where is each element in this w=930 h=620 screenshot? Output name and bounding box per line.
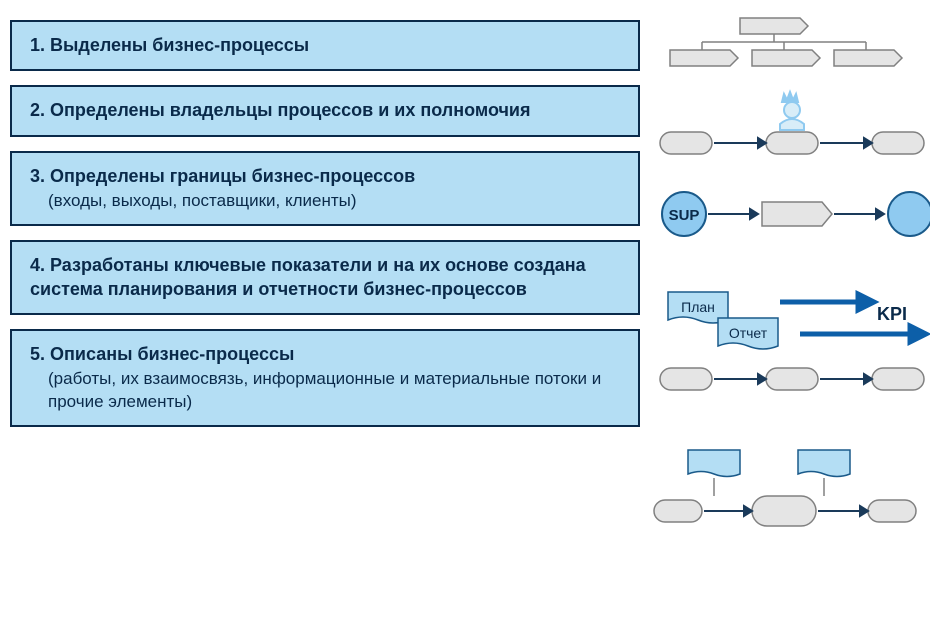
step-title: 4. Разработаны ключевые показатели и на …: [30, 254, 620, 301]
step-title: 1. Выделены бизнес-процессы: [30, 34, 620, 57]
step-box-3: 3. Определены границы бизнес-процессов (…: [10, 151, 640, 226]
step-title: 2. Определены владельцы процессов и их п…: [30, 99, 620, 122]
step-box-2: 2. Определены владельцы процессов и их п…: [10, 85, 640, 136]
step-number: 4.: [30, 255, 45, 275]
icons-column: SUP План Отчет: [640, 0, 930, 447]
plan-label: План: [681, 299, 715, 315]
step-box-5: 5. Описаны бизнес-процессы (работы, их в…: [10, 329, 640, 427]
sup-label: SUP: [669, 207, 700, 224]
step-subtitle: (входы, выходы, поставщики, клиенты): [30, 190, 620, 212]
step-number: 5.: [30, 344, 45, 364]
step-number: 2.: [30, 100, 45, 120]
step-number: 1.: [30, 35, 45, 55]
step-title: 5. Описаны бизнес-процессы: [30, 343, 620, 366]
step-text: Описаны бизнес-процессы: [50, 344, 294, 364]
step-text: Определены владельцы процессов и их полн…: [50, 100, 530, 120]
hierarchy-icon: [640, 14, 930, 74]
step-box-4: 4. Разработаны ключевые показатели и на …: [10, 240, 640, 315]
boundaries-icon: SUP: [640, 186, 930, 242]
step-subtitle: (работы, их взаимосвязь, информационные …: [30, 368, 620, 412]
kpi-icon: План Отчет KPI: [640, 286, 930, 396]
step-title: 3. Определены границы бизнес-процессов: [30, 165, 620, 188]
described-flow-icon: [640, 448, 930, 538]
steps-column: 1. Выделены бизнес-процессы 2. Определен…: [0, 0, 640, 447]
step-text: Определены границы бизнес-процессов: [50, 166, 415, 186]
step-text: Разработаны ключевые показатели и на их …: [30, 255, 586, 298]
owner-flow-icon: [640, 88, 930, 158]
step-box-1: 1. Выделены бизнес-процессы: [10, 20, 640, 71]
report-label: Отчет: [729, 325, 768, 341]
step-number: 3.: [30, 166, 45, 186]
step-text: Выделены бизнес-процессы: [50, 35, 309, 55]
kpi-label: KPI: [877, 304, 907, 324]
